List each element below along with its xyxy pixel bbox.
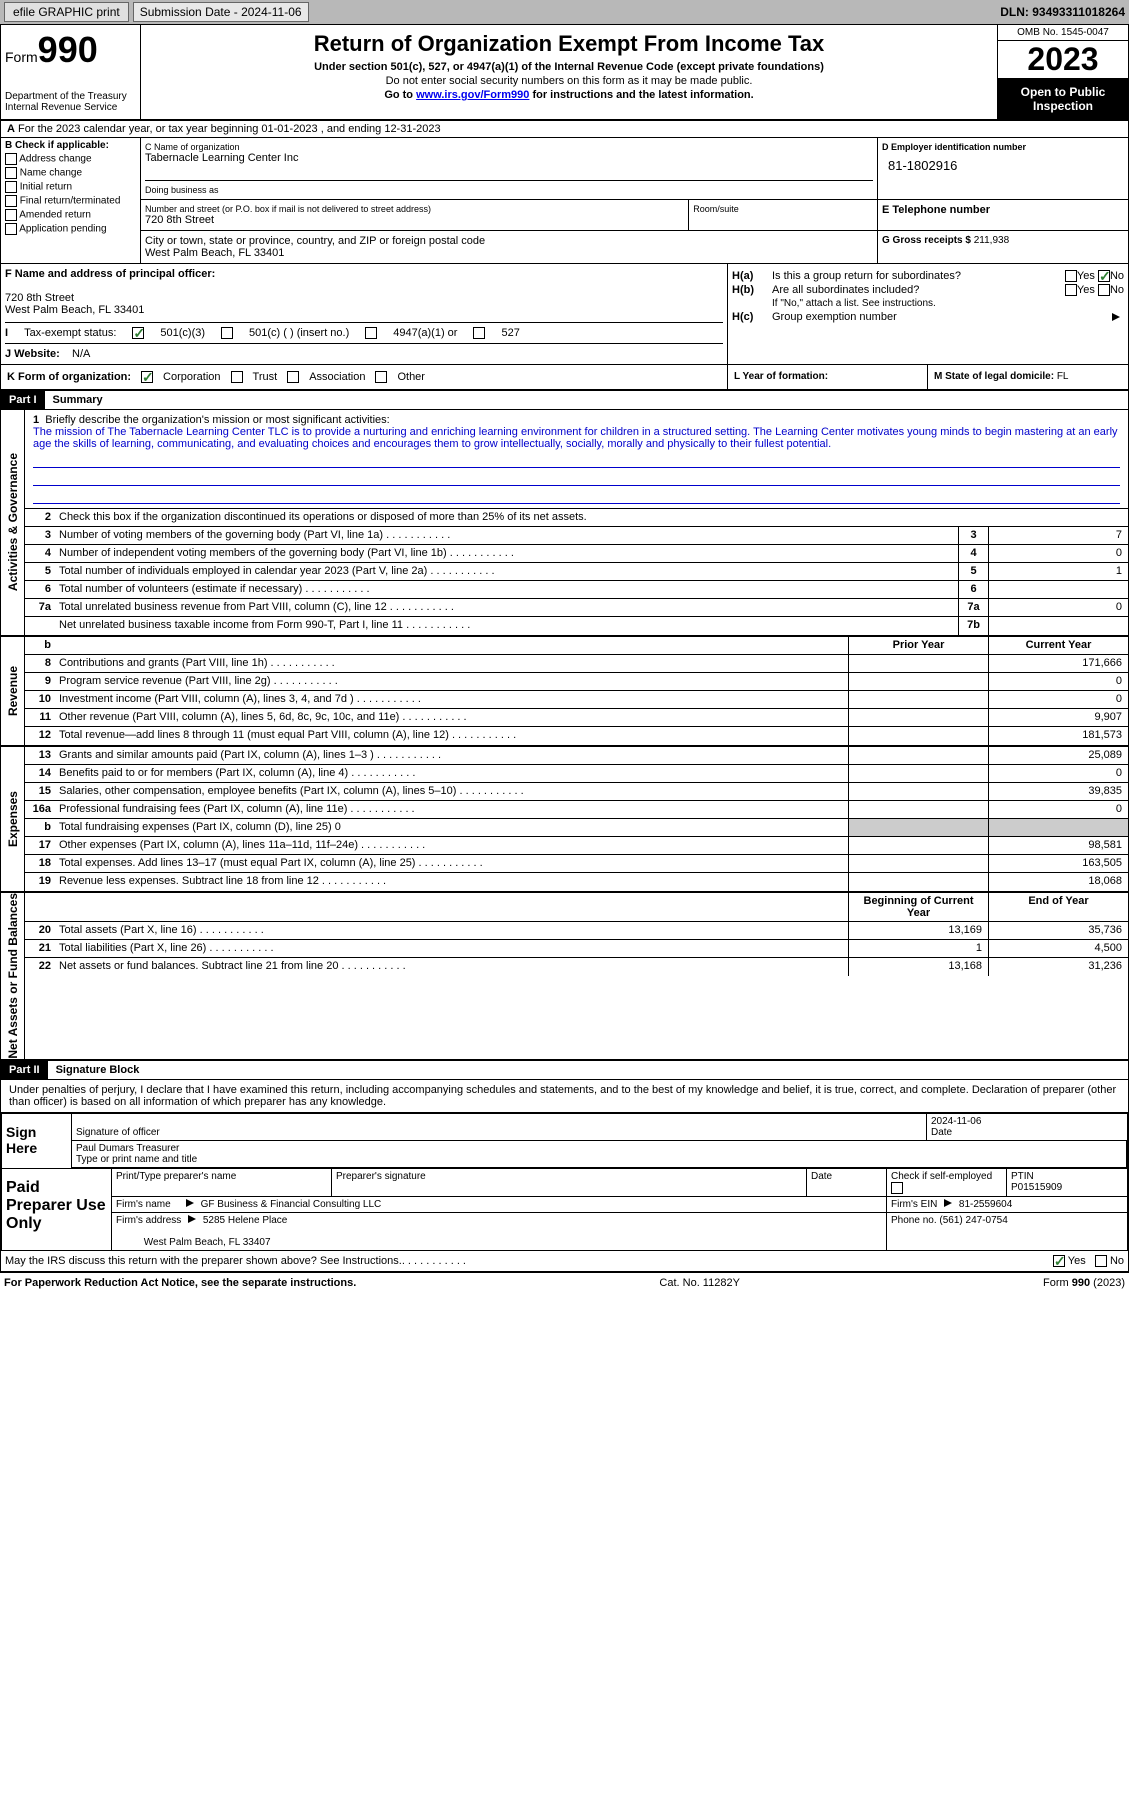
arrow-icon bbox=[1112, 313, 1120, 321]
final-return-checkbox[interactable] bbox=[5, 195, 17, 207]
discuss-row: May the IRS discuss this return with the… bbox=[1, 1251, 1128, 1272]
part1-title: Summary bbox=[45, 394, 103, 406]
501c-checkbox[interactable] bbox=[221, 327, 233, 339]
ha-yes-checkbox[interactable] bbox=[1065, 270, 1077, 282]
box-c-city: City or town, state or province, country… bbox=[141, 231, 878, 263]
expenses-label: Expenses bbox=[1, 747, 25, 891]
form-title: Return of Organization Exempt From Incom… bbox=[147, 31, 991, 57]
box-h: H(a)Is this a group return for subordina… bbox=[728, 264, 1128, 364]
other-checkbox[interactable] bbox=[375, 371, 387, 383]
declaration: Under penalties of perjury, I declare th… bbox=[1, 1080, 1128, 1112]
trust-checkbox[interactable] bbox=[231, 371, 243, 383]
efile-print-button[interactable]: efile GRAPHIC print bbox=[4, 2, 129, 22]
4947-checkbox[interactable] bbox=[365, 327, 377, 339]
omb-number: OMB No. 1545-0047 bbox=[998, 25, 1128, 41]
inspection-badge: Open to Public Inspection bbox=[998, 79, 1128, 119]
501c3-checkbox[interactable] bbox=[132, 327, 144, 339]
name-change-checkbox[interactable] bbox=[5, 167, 17, 179]
prior-year-header: Prior Year bbox=[848, 637, 988, 654]
row-l: L Year of formation: bbox=[728, 365, 928, 389]
association-checkbox[interactable] bbox=[287, 371, 299, 383]
hb-no-checkbox[interactable] bbox=[1098, 284, 1110, 296]
revenue-label: Revenue bbox=[1, 637, 25, 745]
form-label: Form bbox=[5, 49, 38, 65]
application-pending-checkbox[interactable] bbox=[5, 223, 17, 235]
box-f: F Name and address of principal officer:… bbox=[1, 264, 728, 364]
box-e-phone: E Telephone number bbox=[878, 200, 1128, 230]
box-b: B Check if applicable: Address change Na… bbox=[1, 138, 141, 263]
discuss-no-checkbox[interactable] bbox=[1095, 1255, 1107, 1267]
ha-no-checkbox[interactable] bbox=[1098, 270, 1110, 282]
end-year-header: End of Year bbox=[988, 893, 1128, 921]
netassets-label: Net Assets or Fund Balances bbox=[1, 893, 25, 1059]
form-990: Form990 Department of the Treasury Inter… bbox=[0, 24, 1129, 1273]
line-a: A For the 2023 calendar year, or tax yea… bbox=[1, 121, 1128, 138]
firm-address: Firm's address 5285 Helene Place West Pa… bbox=[112, 1213, 887, 1250]
form-header: Form990 Department of the Treasury Inter… bbox=[1, 25, 1128, 121]
sign-here-block: Sign Here Signature of officer 2024-11-0… bbox=[1, 1112, 1128, 1169]
self-employed-cell: Check if self-employed bbox=[887, 1169, 1007, 1196]
instructions-link[interactable]: www.irs.gov/Form990 bbox=[416, 89, 529, 101]
paid-preparer-block: Paid Preparer Use Only Print/Type prepar… bbox=[1, 1169, 1128, 1251]
subtitle-2: Do not enter social security numbers on … bbox=[147, 75, 991, 87]
submission-date: Submission Date - 2024-11-06 bbox=[133, 2, 309, 22]
self-employed-checkbox[interactable] bbox=[891, 1182, 903, 1194]
box-d-ein: D Employer identification number 81-1802… bbox=[878, 138, 1128, 199]
part2-header: Part II bbox=[1, 1061, 48, 1079]
officer-signature[interactable]: Signature of officer bbox=[72, 1114, 927, 1140]
address-change-checkbox[interactable] bbox=[5, 153, 17, 165]
box-c-name: C Name of organization Tabernacle Learni… bbox=[141, 138, 878, 199]
box-c-room: Room/suite bbox=[689, 200, 878, 230]
part2-title: Signature Block bbox=[48, 1064, 140, 1076]
ptin-cell: PTINP01515909 bbox=[1007, 1169, 1127, 1196]
527-checkbox[interactable] bbox=[473, 327, 485, 339]
dln: DLN: 93493311018264 bbox=[1000, 5, 1125, 19]
preparer-name-header: Print/Type preparer's name bbox=[112, 1169, 332, 1196]
form-number: 990 bbox=[38, 29, 98, 70]
current-year-header: Current Year bbox=[988, 637, 1128, 654]
preparer-date-header: Date bbox=[807, 1169, 887, 1196]
subtitle-3: Go to www.irs.gov/Form990 for instructio… bbox=[147, 89, 991, 101]
part1-header: Part I bbox=[1, 391, 45, 409]
box-g-gross: G Gross receipts $ 211,938 bbox=[878, 231, 1128, 263]
row-k: K Form of organization: Corporation Trus… bbox=[1, 365, 728, 389]
firm-ein: Firm's EIN 81-2559604 bbox=[887, 1197, 1127, 1212]
footer: For Paperwork Reduction Act Notice, see … bbox=[0, 1273, 1129, 1293]
box-c-address: Number and street (or P.O. box if mail i… bbox=[141, 200, 689, 230]
amended-return-checkbox[interactable] bbox=[5, 209, 17, 221]
discuss-yes-checkbox[interactable] bbox=[1053, 1255, 1065, 1267]
governance-label: Activities & Governance bbox=[1, 410, 25, 635]
hb-yes-checkbox[interactable] bbox=[1065, 284, 1077, 296]
subtitle-1: Under section 501(c), 527, or 4947(a)(1)… bbox=[147, 61, 991, 73]
department: Department of the Treasury Internal Reve… bbox=[5, 91, 136, 115]
firm-phone: Phone no. (561) 247-0754 bbox=[887, 1213, 1127, 1250]
firm-name: Firm's name GF Business & Financial Cons… bbox=[112, 1197, 887, 1212]
preparer-sig-header: Preparer's signature bbox=[332, 1169, 807, 1196]
corporation-checkbox[interactable] bbox=[141, 371, 153, 383]
officer-name: Paul Dumars TreasurerType or print name … bbox=[72, 1141, 1127, 1167]
sign-date: 2024-11-06Date bbox=[927, 1114, 1127, 1140]
begin-year-header: Beginning of Current Year bbox=[848, 893, 988, 921]
tax-year: 2023 bbox=[998, 41, 1128, 79]
row-m: M State of legal domicile: FL bbox=[928, 365, 1128, 389]
mission-box: 1 Briefly describe the organization's mi… bbox=[25, 410, 1128, 509]
top-toolbar: efile GRAPHIC print Submission Date - 20… bbox=[0, 0, 1129, 24]
initial-return-checkbox[interactable] bbox=[5, 181, 17, 193]
